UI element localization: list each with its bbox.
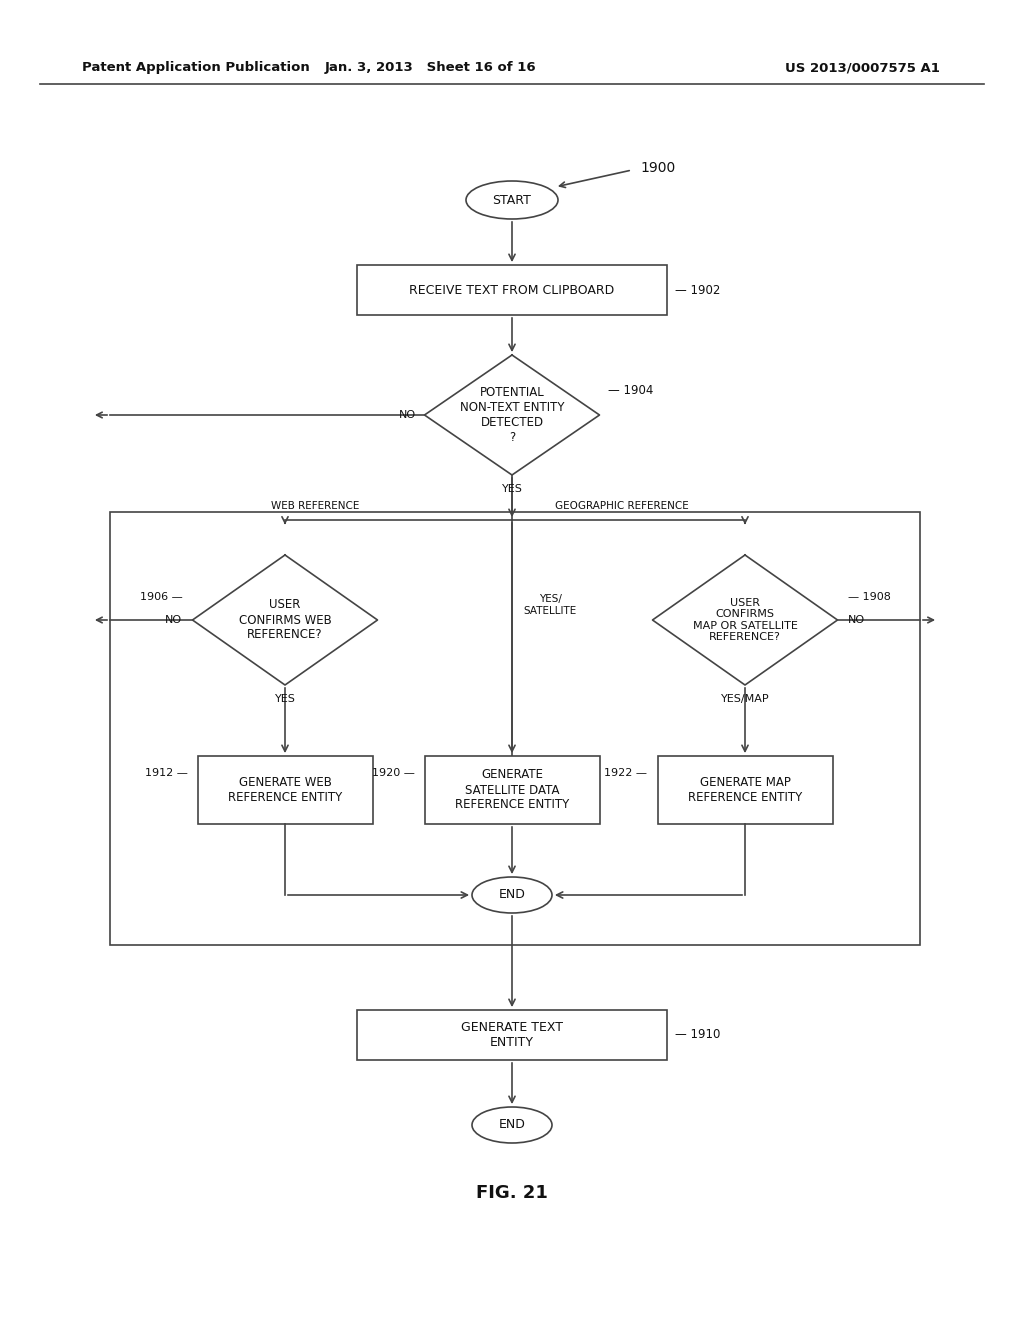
Text: FIG. 21: FIG. 21 xyxy=(476,1184,548,1203)
Text: NO: NO xyxy=(165,615,182,624)
Text: YES/
SATELLITE: YES/ SATELLITE xyxy=(523,594,577,616)
Text: — 1908: — 1908 xyxy=(848,591,891,602)
Text: GENERATE TEXT
ENTITY: GENERATE TEXT ENTITY xyxy=(461,1020,563,1049)
Bar xyxy=(357,1010,667,1060)
Text: — 1902: — 1902 xyxy=(675,284,720,297)
Text: YES/MAP: YES/MAP xyxy=(721,694,769,704)
Text: NO: NO xyxy=(848,615,864,624)
Text: — 1910: — 1910 xyxy=(675,1028,720,1041)
Text: RECEIVE TEXT FROM CLIPBOARD: RECEIVE TEXT FROM CLIPBOARD xyxy=(410,284,614,297)
Ellipse shape xyxy=(472,876,552,913)
Text: END: END xyxy=(499,888,525,902)
Polygon shape xyxy=(652,554,838,685)
Text: YES: YES xyxy=(502,484,522,494)
Text: USER
CONFIRMS WEB
REFERENCE?: USER CONFIRMS WEB REFERENCE? xyxy=(239,598,332,642)
Text: NO: NO xyxy=(399,411,417,420)
Bar xyxy=(657,756,833,824)
Text: Jan. 3, 2013   Sheet 16 of 16: Jan. 3, 2013 Sheet 16 of 16 xyxy=(325,62,536,74)
Bar xyxy=(357,265,667,315)
Text: START: START xyxy=(493,194,531,206)
Text: 1912 —: 1912 — xyxy=(144,768,187,777)
Text: GENERATE
SATELLITE DATA
REFERENCE ENTITY: GENERATE SATELLITE DATA REFERENCE ENTITY xyxy=(455,768,569,812)
Text: 1922 —: 1922 — xyxy=(604,768,647,777)
Text: END: END xyxy=(499,1118,525,1131)
Text: YES: YES xyxy=(274,694,296,704)
Ellipse shape xyxy=(472,1107,552,1143)
Text: — 1904: — 1904 xyxy=(607,384,653,397)
Bar xyxy=(110,512,920,945)
Ellipse shape xyxy=(466,181,558,219)
Text: 1906 —: 1906 — xyxy=(139,591,182,602)
Text: USER
CONFIRMS
MAP OR SATELLITE
REFERENCE?: USER CONFIRMS MAP OR SATELLITE REFERENCE… xyxy=(692,598,798,643)
Bar xyxy=(425,756,599,824)
Text: 1920 —: 1920 — xyxy=(372,768,415,777)
Polygon shape xyxy=(425,355,599,475)
Text: US 2013/0007575 A1: US 2013/0007575 A1 xyxy=(785,62,940,74)
Text: Patent Application Publication: Patent Application Publication xyxy=(82,62,309,74)
Text: 1900: 1900 xyxy=(640,161,675,176)
Text: WEB REFERENCE: WEB REFERENCE xyxy=(270,502,359,511)
Text: POTENTIAL
NON-TEXT ENTITY
DETECTED
?: POTENTIAL NON-TEXT ENTITY DETECTED ? xyxy=(460,385,564,444)
Text: GEOGRAPHIC REFERENCE: GEOGRAPHIC REFERENCE xyxy=(555,502,689,511)
Polygon shape xyxy=(193,554,378,685)
Text: GENERATE MAP
REFERENCE ENTITY: GENERATE MAP REFERENCE ENTITY xyxy=(688,776,802,804)
Text: GENERATE WEB
REFERENCE ENTITY: GENERATE WEB REFERENCE ENTITY xyxy=(228,776,342,804)
Bar xyxy=(198,756,373,824)
